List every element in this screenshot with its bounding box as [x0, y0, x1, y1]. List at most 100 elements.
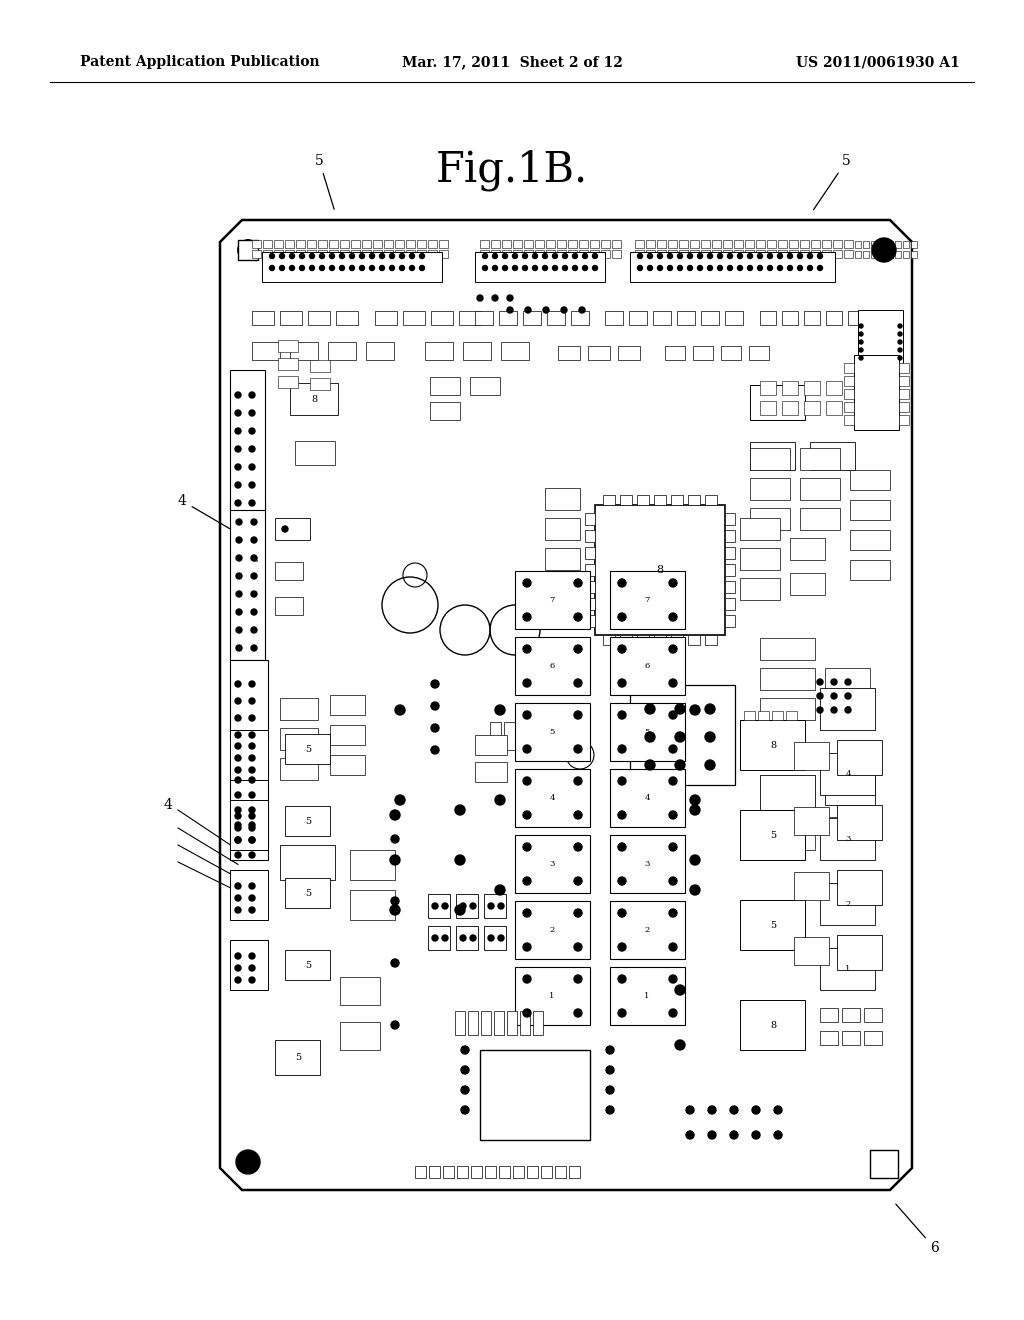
Bar — [513, 249, 522, 257]
Bar — [428, 240, 437, 248]
Bar — [858, 310, 903, 366]
Circle shape — [730, 1131, 738, 1139]
Circle shape — [898, 341, 902, 345]
Bar — [603, 635, 615, 645]
Bar — [820, 948, 874, 990]
Circle shape — [249, 837, 255, 843]
Bar — [403, 312, 425, 325]
Circle shape — [234, 743, 241, 748]
Circle shape — [574, 612, 582, 620]
Circle shape — [249, 792, 255, 799]
Circle shape — [512, 253, 517, 259]
Bar — [850, 500, 890, 520]
Circle shape — [618, 612, 626, 620]
Circle shape — [432, 903, 438, 909]
Circle shape — [669, 909, 677, 917]
Circle shape — [349, 253, 354, 259]
Circle shape — [420, 265, 425, 271]
Circle shape — [493, 265, 498, 271]
Bar — [490, 722, 501, 750]
Circle shape — [269, 265, 274, 271]
Bar — [278, 341, 298, 352]
Bar — [850, 560, 890, 579]
Text: 3: 3 — [644, 861, 649, 869]
Bar — [734, 240, 743, 248]
Bar — [430, 403, 460, 420]
Bar — [760, 638, 815, 660]
Circle shape — [234, 767, 241, 774]
Circle shape — [525, 308, 531, 313]
Bar — [428, 249, 437, 257]
Bar — [690, 249, 699, 257]
Circle shape — [618, 1008, 626, 1016]
Bar — [230, 760, 268, 861]
Bar — [513, 1166, 524, 1177]
Circle shape — [574, 975, 582, 983]
Circle shape — [718, 265, 723, 271]
Bar — [630, 252, 835, 282]
Bar — [844, 414, 854, 425]
Circle shape — [574, 909, 582, 917]
Bar — [725, 581, 735, 593]
Bar — [820, 752, 874, 795]
Bar — [842, 1008, 860, 1022]
Circle shape — [234, 777, 241, 783]
Circle shape — [455, 855, 465, 865]
Bar — [546, 249, 555, 257]
Circle shape — [705, 704, 715, 714]
Bar — [280, 845, 335, 880]
Bar — [579, 249, 588, 257]
Circle shape — [234, 825, 241, 832]
Circle shape — [522, 265, 527, 271]
Bar — [825, 774, 874, 805]
Circle shape — [574, 711, 582, 719]
Bar — [612, 249, 621, 257]
Circle shape — [349, 265, 354, 271]
Bar — [612, 240, 621, 248]
Circle shape — [420, 253, 425, 259]
Bar — [911, 251, 918, 257]
Bar — [595, 506, 725, 635]
Bar — [524, 249, 534, 257]
Circle shape — [477, 294, 483, 301]
Bar — [804, 381, 820, 395]
Bar — [750, 508, 790, 531]
Circle shape — [482, 253, 487, 259]
Circle shape — [675, 1040, 685, 1049]
Bar — [535, 249, 544, 257]
Bar — [485, 1166, 496, 1177]
Circle shape — [758, 265, 763, 271]
Circle shape — [461, 1086, 469, 1094]
Circle shape — [669, 843, 677, 851]
Bar — [523, 312, 541, 325]
Circle shape — [523, 810, 531, 818]
Bar — [384, 240, 393, 248]
Bar — [318, 249, 327, 257]
Bar — [734, 249, 743, 257]
Bar — [701, 240, 710, 248]
Circle shape — [410, 253, 415, 259]
Circle shape — [249, 743, 255, 748]
Circle shape — [234, 446, 241, 451]
Bar — [794, 937, 829, 965]
Bar — [415, 1166, 426, 1177]
Circle shape — [708, 1131, 716, 1139]
Circle shape — [389, 253, 394, 259]
Circle shape — [669, 744, 677, 752]
Circle shape — [817, 678, 823, 685]
Bar — [340, 977, 380, 1005]
Text: 5: 5 — [295, 1052, 301, 1061]
Circle shape — [808, 265, 812, 271]
Circle shape — [574, 843, 582, 851]
Bar — [532, 722, 543, 750]
Circle shape — [234, 907, 241, 913]
Bar — [515, 902, 590, 960]
Circle shape — [618, 579, 626, 587]
Circle shape — [579, 308, 585, 313]
Text: 5: 5 — [305, 888, 311, 898]
Bar — [671, 635, 683, 645]
Bar — [558, 346, 580, 360]
Circle shape — [249, 465, 255, 470]
Circle shape — [391, 836, 399, 843]
Circle shape — [234, 851, 241, 858]
